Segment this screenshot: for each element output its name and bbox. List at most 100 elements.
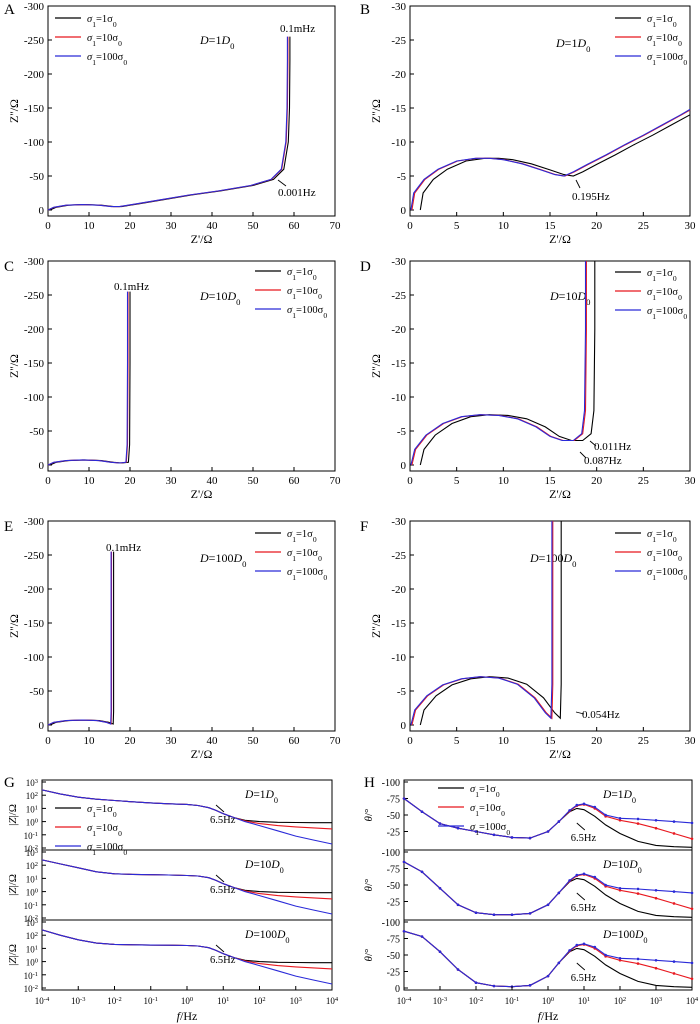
y-tick-label: 101	[26, 804, 38, 815]
y-tick-label: -25	[391, 35, 406, 47]
y-axis-label: |Z|/Ω	[7, 874, 19, 896]
y-axis-label: |Z|/Ω	[7, 944, 19, 966]
y-tick-label-part: 10	[26, 918, 36, 928]
y-tick-label: -100	[382, 778, 400, 789]
condition-label: D=10D0	[602, 859, 642, 875]
y-tick-label-part: 10	[26, 848, 36, 858]
condition-label-part: D	[529, 551, 539, 565]
legend-label-part: 1	[92, 39, 96, 48]
legend-label-part: σ	[287, 548, 293, 559]
x-tick-label: 10	[498, 735, 510, 747]
x-axis-label: Z'/Ω	[191, 232, 213, 246]
legend-label-part: 1	[652, 58, 656, 67]
x-tick-label-part: 10	[326, 996, 336, 1006]
series-line-0	[403, 798, 693, 848]
annotation-arrow	[575, 711, 585, 715]
series-marker-1	[654, 896, 658, 900]
x-tick-label: 10-4	[397, 996, 412, 1007]
x-tick-label: 40	[207, 735, 219, 747]
row-frame	[41, 849, 333, 921]
series-marker-2	[582, 942, 586, 946]
y-tick-label: -25	[391, 290, 406, 302]
y-tick-label-part: 3	[35, 778, 38, 785]
y-axis-label: Z''/Ω	[369, 614, 383, 638]
series-marker-1	[636, 822, 640, 825]
y-tick-label: -10	[391, 137, 406, 149]
y-tick-label-part: -2	[33, 984, 38, 991]
y-axis-label: Z''/Ω	[369, 99, 383, 123]
x-tick-label: 20	[125, 475, 137, 487]
x-tick-label-part: 10	[686, 996, 696, 1006]
y-axis-label-part: /°	[363, 809, 375, 816]
series-marker-2	[474, 981, 478, 985]
series-line-1	[403, 861, 693, 916]
series-marker-2	[672, 960, 676, 963]
y-tick-label: -150	[24, 103, 45, 115]
y-axis-label-part: θ	[363, 955, 375, 961]
legend-label-part: 1	[652, 39, 656, 48]
legend-label-part: 1	[92, 810, 96, 819]
legend-label-part: σ	[287, 267, 293, 278]
y-tick-label: -200	[24, 69, 45, 81]
x-tick-label: 0	[407, 220, 413, 232]
legend-label-part: =100σ	[96, 52, 124, 63]
legend-label-part: 1	[292, 573, 296, 582]
series-marker-1	[672, 832, 676, 835]
y-axis-label: Z''/Ω	[7, 99, 21, 123]
y-axis-label-part: |	[7, 824, 19, 826]
legend-label-part: σ	[647, 52, 653, 63]
x-tick-label: 25	[638, 735, 650, 747]
condition-label-part: =10	[559, 289, 578, 303]
y-tick-label: -50	[29, 686, 44, 698]
series-marker-2	[618, 887, 622, 890]
legend-label: σ1=10σ0	[87, 33, 122, 48]
legend-label-part: σ	[647, 287, 653, 298]
x-tick-label-part: -1	[514, 996, 519, 1003]
condition-label-part: D	[270, 859, 280, 871]
x-axis-label-part: /Hz	[541, 1009, 558, 1023]
condition-label-part: D	[576, 289, 586, 303]
series-marker-2	[492, 984, 496, 988]
series-line-2	[403, 930, 693, 988]
condition-label-part: 0	[242, 559, 246, 569]
panel-A: 0 10 20 30 40 50 60 700-50-100-150-200-250-300Z…	[4, 1, 341, 246]
legend-label-part: =100σ	[656, 306, 684, 317]
x-axis-label-part: /Hz	[180, 1009, 197, 1023]
x-tick-label-part: 10	[107, 996, 117, 1006]
condition-label: D=1D0	[244, 789, 278, 805]
legend-label-part: =1σ	[479, 784, 496, 795]
y-tick-label: 10-2	[24, 844, 38, 855]
y-tick-label: 0	[401, 460, 407, 472]
y-tick-label-part: 1	[35, 944, 38, 951]
legend-label: σ1=100σ0	[287, 305, 327, 320]
x-tick-label: 10-4	[35, 996, 50, 1007]
x-tick-label: 30	[166, 735, 178, 747]
annotation-arrow	[576, 962, 586, 971]
legend-label-part: σ	[647, 548, 653, 559]
condition-label-part: 0	[572, 559, 576, 569]
y-tick-label-part: 10	[26, 791, 36, 801]
y-tick-label: 100	[26, 887, 38, 898]
legend-label-part: 1	[292, 554, 296, 563]
legend-label-part: σ	[287, 286, 293, 297]
y-axis-label-part: /°	[363, 949, 375, 956]
y-tick-label-part: 10	[24, 844, 34, 854]
y-tick-label: -200	[24, 324, 45, 336]
y-tick-label-part: 1	[35, 804, 38, 811]
series-line-2	[410, 521, 553, 726]
series-marker-2	[528, 836, 532, 840]
legend-label-part: σ	[647, 14, 653, 25]
series-line-0	[49, 551, 115, 726]
annotation-arrow	[589, 440, 597, 447]
y-tick-label: -100	[24, 137, 45, 149]
legend-label-part: =10σ	[96, 823, 118, 834]
condition-label: D=100D0	[244, 929, 290, 945]
condition-label-part: 0	[643, 936, 647, 945]
series-marker-2	[456, 826, 460, 830]
legend-label: σ1=10σ0	[647, 33, 682, 48]
series-marker-1	[618, 888, 622, 892]
legend-label-part: σ	[470, 822, 476, 833]
condition-label-part: 0	[285, 936, 289, 945]
panel-letter: D	[360, 259, 371, 275]
annotation: 6.5Hz	[210, 955, 236, 966]
